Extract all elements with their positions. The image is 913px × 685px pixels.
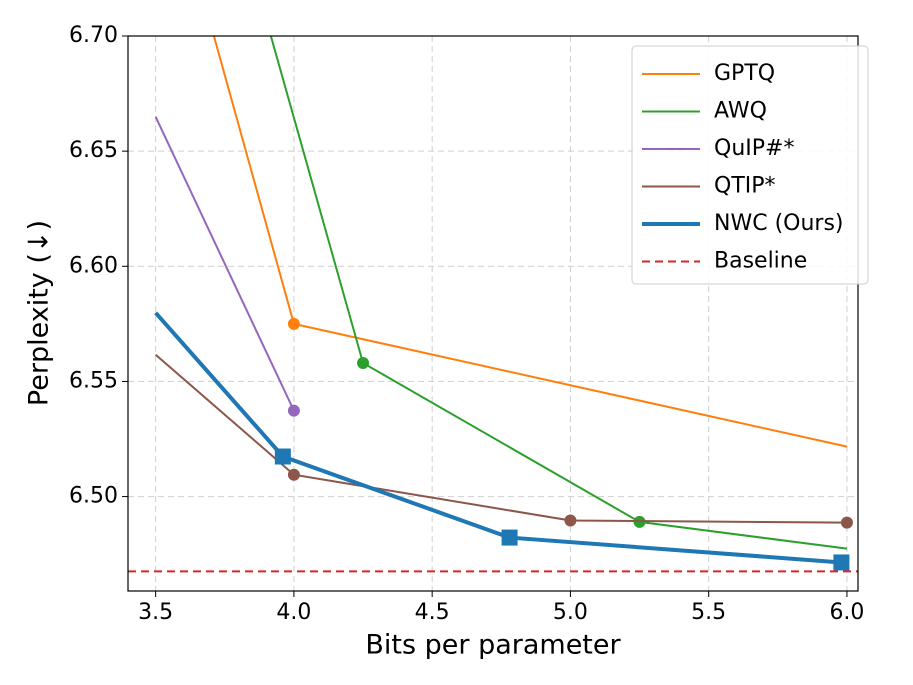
plot xyxy=(128,36,858,573)
x-tick-label: 4.5 xyxy=(415,600,450,625)
marker xyxy=(501,529,518,546)
y-axis-label: Perplexity (↓) xyxy=(24,220,55,406)
legend: GPTQ AWQ QuIP#* QTIP* NWC (Ours) Baseline xyxy=(642,61,844,274)
marker xyxy=(564,514,577,527)
y-tick-label: 6.55 xyxy=(69,368,118,393)
marker xyxy=(833,554,850,571)
marker xyxy=(274,448,291,465)
x-tick-label: 6.0 xyxy=(829,600,864,625)
legend-label: QTIP* xyxy=(714,174,776,199)
y-tick-label: 6.65 xyxy=(69,138,118,163)
legend-label: GPTQ xyxy=(714,61,775,86)
y-tick-label: 6.70 xyxy=(69,23,118,48)
legend-label: NWC (Ours) xyxy=(714,211,844,236)
series-line xyxy=(154,116,295,412)
y-tick-label: 6.50 xyxy=(69,484,118,509)
x-axis-label: Bits per parameter xyxy=(365,630,621,661)
series-line xyxy=(154,353,847,524)
marker xyxy=(840,516,853,529)
series-line xyxy=(269,36,848,550)
y-tick-label: 6.60 xyxy=(69,253,118,278)
marker xyxy=(357,357,370,370)
x-tick-label: 5.5 xyxy=(691,600,726,625)
x-tick-label: 4.0 xyxy=(276,600,311,625)
marker xyxy=(287,468,300,481)
x-tick-label: 3.5 xyxy=(138,600,173,625)
series-line xyxy=(154,311,842,565)
x-tick-label: 5.0 xyxy=(553,600,588,625)
axes-frame xyxy=(127,35,859,592)
legend-label: QuIP#* xyxy=(714,136,794,161)
legend-label: Baseline xyxy=(714,249,807,274)
marker xyxy=(287,317,300,330)
marker xyxy=(287,404,300,417)
legend-label: AWQ xyxy=(714,99,767,124)
grid xyxy=(128,35,858,591)
ticks: 3.5 4.0 4.5 5.0 5.5 6.0 6.50 6.55 6.60 6.65 6.70 xyxy=(69,23,864,625)
